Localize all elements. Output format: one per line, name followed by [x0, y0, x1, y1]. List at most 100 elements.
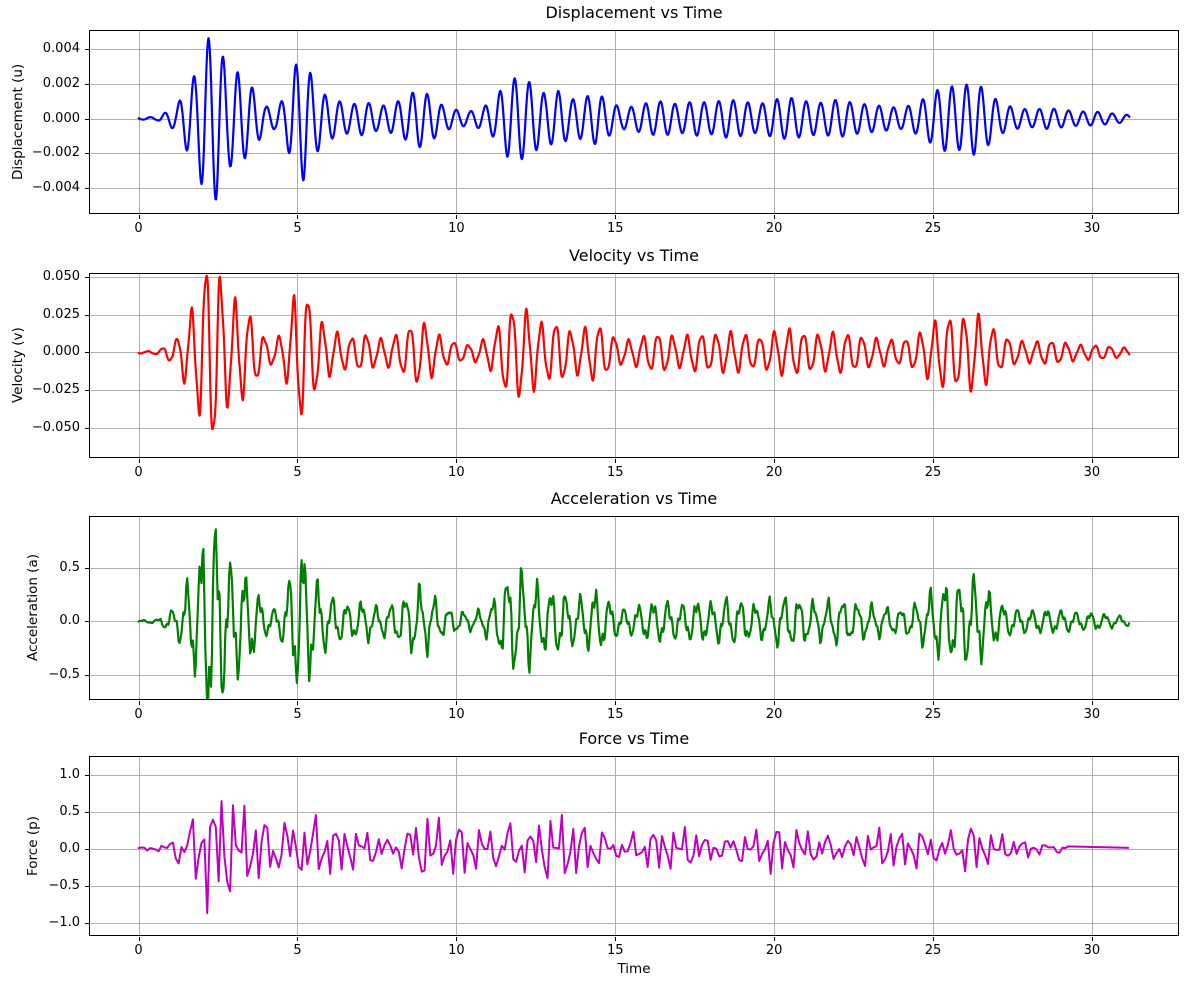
y-tickmark [85, 775, 89, 776]
x-tickmark [1092, 937, 1093, 941]
x-tickmark [615, 701, 616, 705]
y-tick-label: 0.004 [42, 41, 80, 57]
x-tickmark [774, 937, 775, 941]
x-tickmark [139, 459, 140, 463]
x-tick-label: 10 [448, 465, 465, 480]
x-tick-label: 25 [924, 707, 942, 722]
y-tick-label: −0.004 [31, 179, 80, 195]
x-tickmark [297, 459, 298, 463]
y-tick-label: 0.000 [42, 110, 80, 126]
y-tickmark [85, 812, 89, 813]
x-axis-label: Time [617, 961, 651, 977]
x-tickmark [933, 459, 934, 463]
x-tickmark [456, 215, 457, 219]
x-tickmark [456, 937, 457, 941]
x-tick-label: 10 [448, 707, 465, 722]
plot-title-force: Force vs Time [578, 729, 690, 748]
y-tick-label: 0.050 [42, 269, 80, 285]
x-tickmark [139, 937, 140, 941]
x-tickmark [297, 937, 298, 941]
x-tickmark [1092, 701, 1093, 705]
x-tick-label: 15 [606, 943, 624, 958]
displacement-line-chart [89, 30, 1179, 214]
x-tick-label: 0 [134, 943, 143, 958]
x-tick-label: 20 [765, 221, 783, 236]
x-tick-label: 25 [924, 943, 942, 958]
plot-title-acceleration: Acceleration vs Time [550, 489, 718, 508]
x-tickmark [139, 701, 140, 705]
y-tick-label: 0.5 [59, 803, 80, 819]
y-tickmark [85, 84, 89, 85]
y-tick-label: −1.0 [48, 914, 80, 930]
y-tick-label: 0.0 [59, 613, 80, 629]
y-tickmark [85, 352, 89, 353]
y-tickmark [85, 849, 89, 850]
x-tickmark [774, 215, 775, 219]
x-tickmark [615, 215, 616, 219]
x-tick-label: 30 [1083, 221, 1101, 236]
x-tickmark [297, 215, 298, 219]
y-tickmark [85, 568, 89, 569]
x-tick-label: 20 [765, 707, 783, 722]
x-tickmark [615, 459, 616, 463]
x-tick-label: 15 [606, 707, 624, 722]
x-tick-label: 10 [448, 943, 465, 958]
y-tickmark [85, 49, 89, 50]
y-tickmark [85, 923, 89, 924]
x-tick-label: 0 [134, 707, 143, 722]
x-tick-label: 25 [924, 221, 942, 236]
x-tick-label: 15 [606, 221, 624, 236]
x-tickmark [774, 701, 775, 705]
y-tick-label: 0.0 [59, 840, 80, 856]
y-tickmark [85, 428, 89, 429]
y-tick-label: −0.5 [48, 667, 80, 683]
y-tick-label: −0.050 [31, 419, 80, 435]
y-tickmark [85, 153, 89, 154]
x-tick-label: 20 [765, 943, 783, 958]
x-tickmark [933, 215, 934, 219]
x-tick-label: 0 [134, 221, 143, 236]
x-tick-label: 5 [293, 465, 302, 480]
x-tick-label: 15 [606, 465, 624, 480]
axes-velocity [89, 273, 1179, 458]
x-tick-label: 30 [1083, 707, 1101, 722]
x-tick-label: 30 [1083, 465, 1101, 480]
velocity-line-chart [89, 273, 1179, 458]
y-tickmark [85, 188, 89, 189]
x-tick-label: 30 [1083, 943, 1101, 958]
x-tickmark [615, 937, 616, 941]
y-tick-label: 1.0 [59, 766, 80, 782]
x-tick-label: 5 [293, 221, 302, 236]
axes-acceleration [89, 516, 1179, 700]
y-tick-label: −0.025 [31, 382, 80, 398]
y-tick-label: −0.5 [48, 877, 80, 893]
x-tickmark [933, 937, 934, 941]
x-tickmark [1092, 215, 1093, 219]
x-tick-label: 5 [293, 943, 302, 958]
plot-title-displacement: Displacement vs Time [545, 3, 723, 22]
x-tick-label: 10 [448, 221, 465, 236]
axes-force [89, 756, 1179, 936]
x-tickmark [456, 701, 457, 705]
y-tickmark [85, 675, 89, 676]
axes-displacement [89, 30, 1179, 214]
x-tickmark [774, 459, 775, 463]
x-tickmark [456, 459, 457, 463]
force-line-chart [89, 756, 1179, 936]
x-tickmark [933, 701, 934, 705]
y-tick-label: 0.000 [42, 344, 80, 360]
x-tickmark [139, 215, 140, 219]
x-tick-label: 25 [924, 465, 942, 480]
y-tickmark [85, 621, 89, 622]
y-tickmark [85, 315, 89, 316]
x-tickmark [1092, 459, 1093, 463]
x-tick-label: 20 [765, 465, 783, 480]
y-tick-label: 0.5 [59, 559, 80, 575]
x-tick-label: 0 [134, 465, 143, 480]
y-tickmark [85, 277, 89, 278]
x-tick-label: 5 [293, 707, 302, 722]
y-tick-label: 0.025 [42, 306, 80, 322]
y-tick-label: 0.002 [42, 75, 80, 91]
y-tick-label: −0.002 [31, 145, 80, 161]
